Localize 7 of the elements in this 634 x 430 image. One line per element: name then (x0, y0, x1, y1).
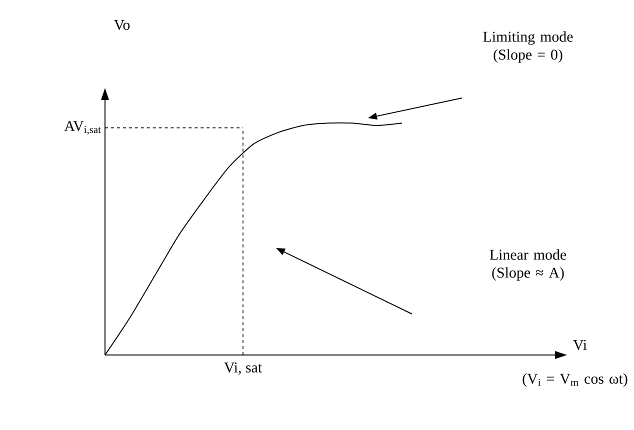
text: Vi (573, 340, 587, 350)
text: Limiting mode (Slope = 0) (483, 31, 573, 63)
text: Linear mode (Slope ≈ A) (490, 249, 566, 281)
text: Vo (114, 20, 130, 30)
text: (V$_{i}$ = V$_{m}$ cos ωt) (522, 373, 628, 387)
text: Vi, sat (224, 362, 262, 375)
ref-line-label: AV$_{i,sat}$ (64, 121, 101, 135)
